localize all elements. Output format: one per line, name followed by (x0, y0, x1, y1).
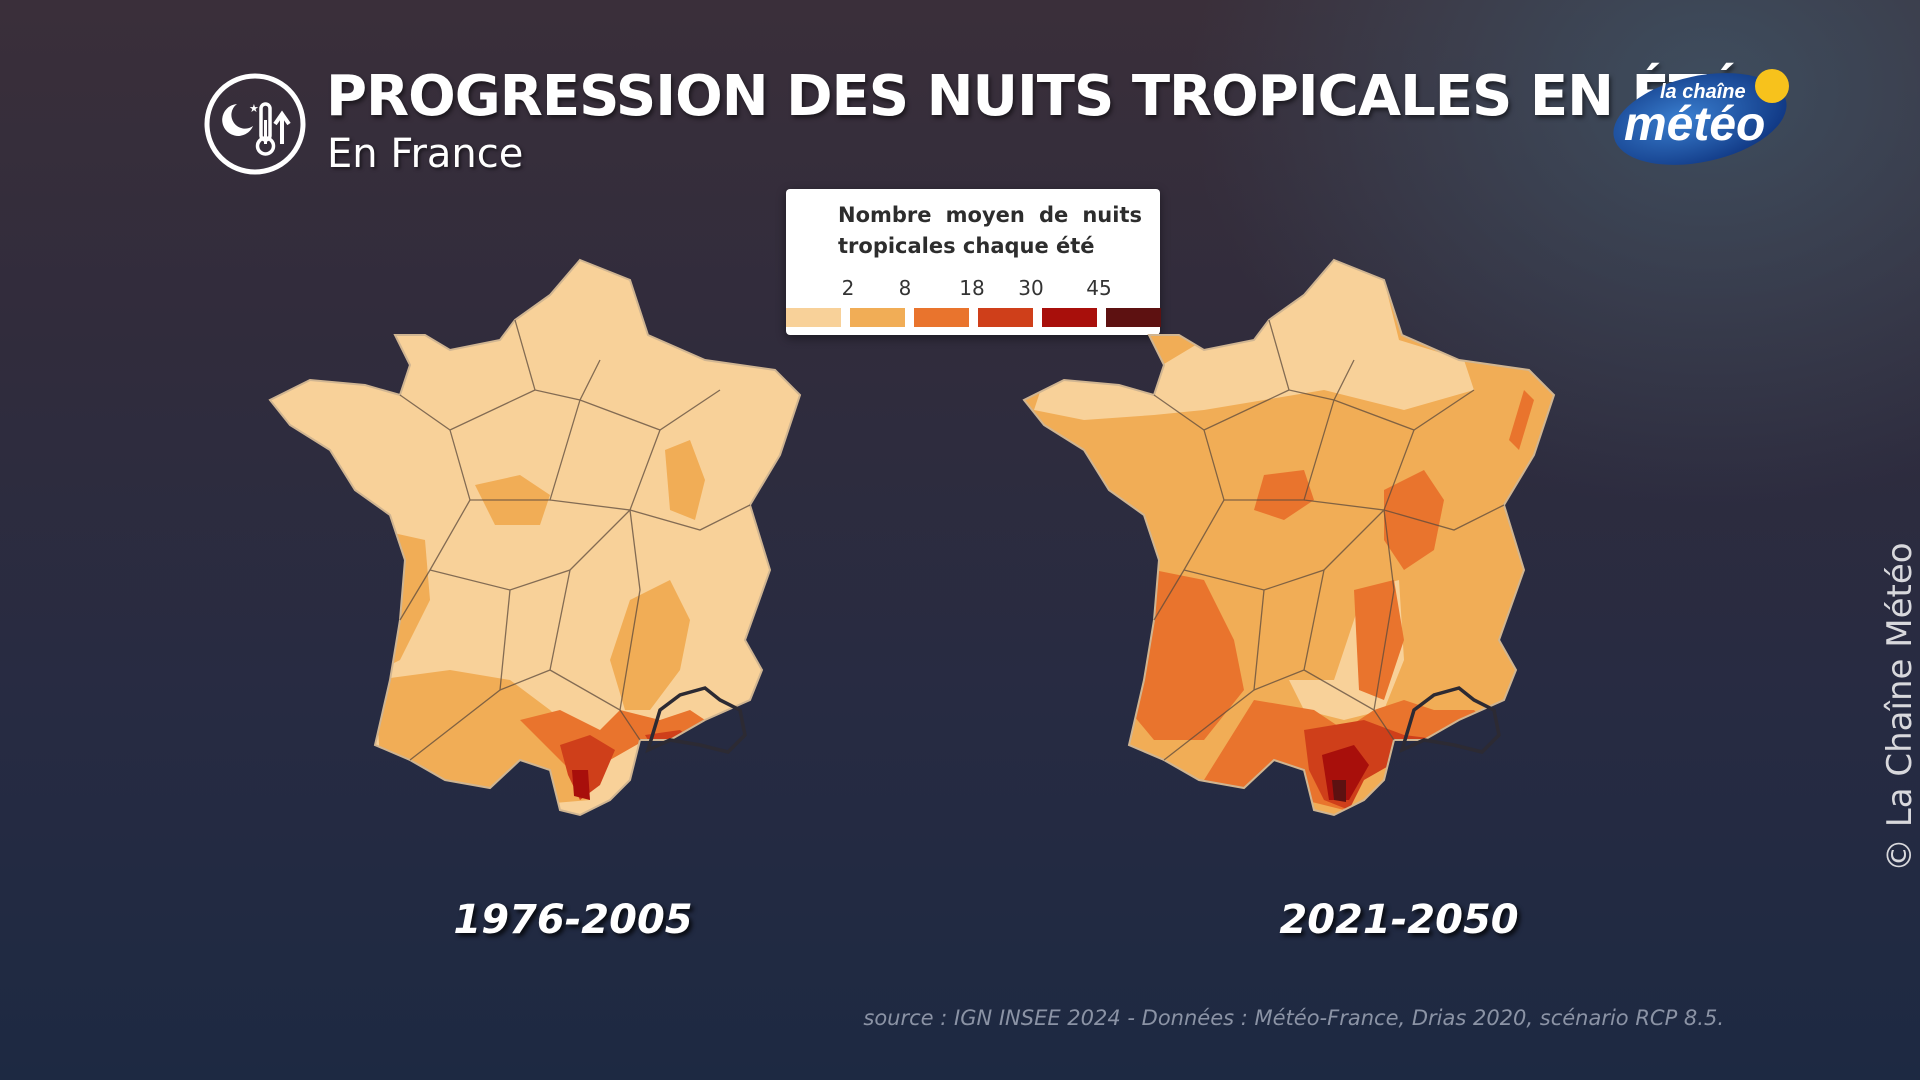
legend-tick: 30 (1018, 276, 1044, 300)
legend-tick: 8 (898, 276, 912, 300)
copyright-text: © La Chaîne Météo (1880, 542, 1920, 872)
legend-title: Nombre moyen de nuits tropicales chaque … (838, 203, 1142, 258)
source-note: source : IGN INSEE 2024 - Données : Mété… (863, 1006, 1724, 1030)
svg-text:★: ★ (249, 102, 259, 115)
legend-tick: 18 (959, 276, 985, 300)
map-2021-2050 (1023, 259, 1555, 816)
period-label: 1976-2005 (453, 897, 693, 943)
la-chaine-meteo-logo: la chaîne météo (1613, 69, 1789, 165)
page-subtitle: En France (327, 131, 524, 177)
moon-thermometer-icon: ★ ★ (204, 73, 306, 175)
legend-swatch (914, 308, 969, 327)
legend-swatch (786, 308, 841, 327)
legend-tick: 45 (1086, 276, 1112, 300)
map-1976-2005 (269, 259, 801, 816)
map-legend: Nombre moyen de nuits tropicales chaque … (786, 189, 1161, 335)
legend-swatch (978, 308, 1033, 327)
legend-swatch (1042, 308, 1097, 327)
svg-text:météo: météo (1624, 98, 1765, 151)
legend-swatch (850, 308, 905, 327)
svg-text:la chaîne: la chaîne (1660, 81, 1746, 103)
svg-text:★: ★ (231, 125, 239, 135)
page-title: PROGRESSION DES NUITS TROPICALES EN ÉTÉ (326, 64, 1744, 129)
legend-tick: 2 (841, 276, 855, 300)
period-label: 2021-2050 (1279, 897, 1519, 943)
legend-swatch (1106, 308, 1161, 327)
